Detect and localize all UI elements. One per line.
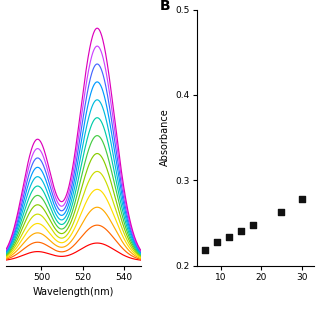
Text: B: B xyxy=(160,0,170,13)
Point xyxy=(239,229,244,234)
X-axis label: Wavelength(nm): Wavelength(nm) xyxy=(33,287,114,297)
Point xyxy=(203,248,208,253)
Point xyxy=(251,222,256,227)
Point xyxy=(214,239,220,244)
Y-axis label: Absorbance: Absorbance xyxy=(160,109,170,166)
Point xyxy=(227,234,232,239)
Point xyxy=(299,196,304,202)
Point xyxy=(279,209,284,214)
